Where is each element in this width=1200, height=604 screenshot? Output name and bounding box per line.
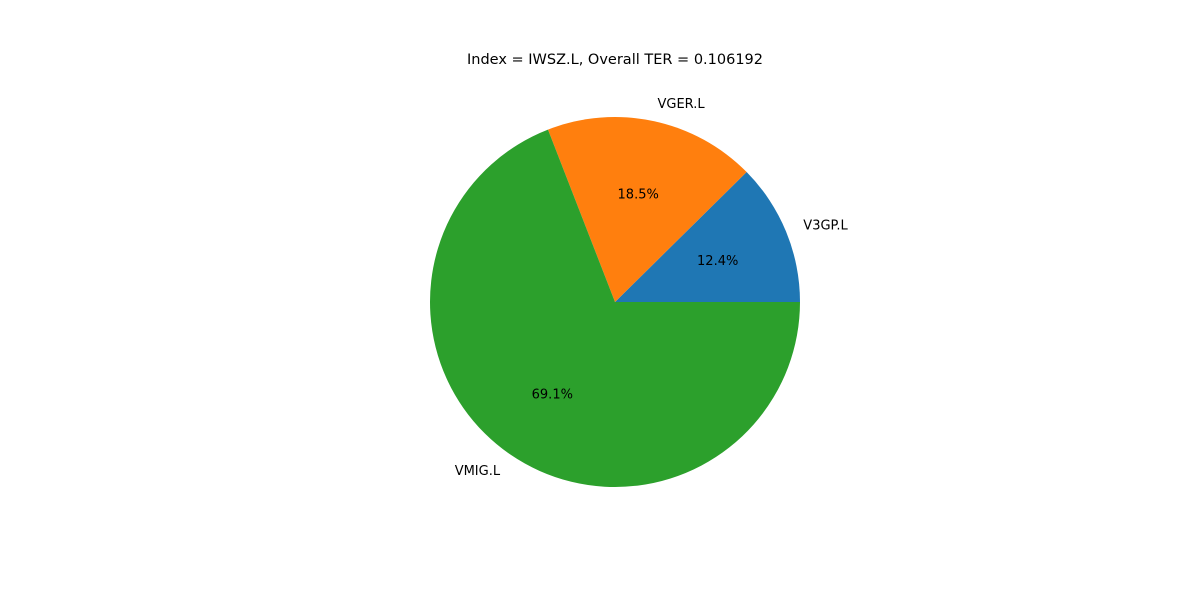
pie-slices — [430, 117, 800, 488]
slice-percent-label: 12.4% — [697, 254, 738, 269]
slice-percent-label: 18.5% — [618, 187, 659, 202]
pie-slice-vmig-l — [430, 129, 800, 488]
slice-label: VMIG.L — [455, 464, 501, 479]
pie-labels: V3GP.L 12.4% VGER.L 18.5% VMIG.L 69.1% — [455, 97, 849, 479]
slice-label: V3GP.L — [803, 219, 848, 234]
chart-title: Index = IWSZ.L, Overall TER = 0.106192 — [467, 52, 763, 68]
pie-slice-v3gp-l — [615, 172, 800, 302]
slice-percent-label: 69.1% — [532, 388, 573, 403]
pie-slice-vger-l — [547, 117, 747, 302]
slice-label: VGER.L — [658, 97, 706, 112]
